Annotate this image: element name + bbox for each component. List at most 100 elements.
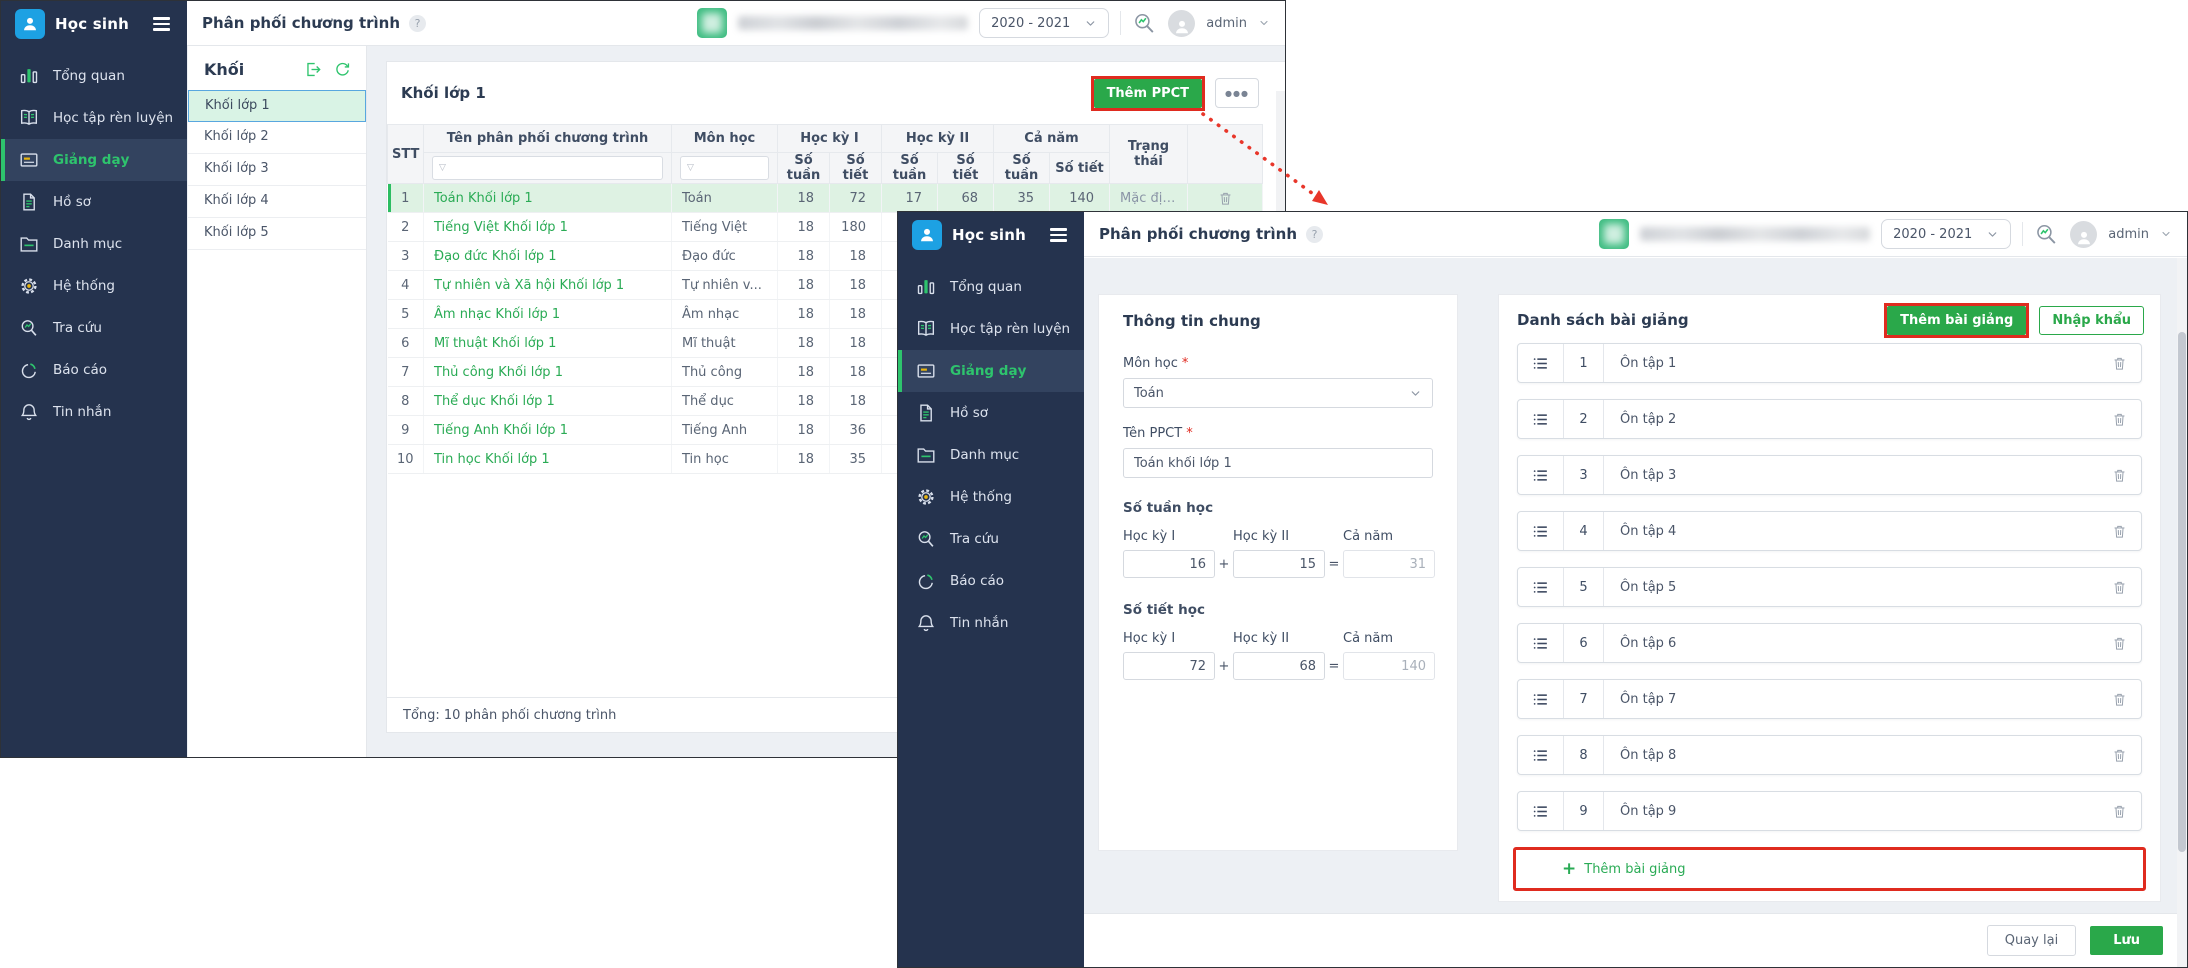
sidebar-item-ho-so[interactable]: Hồ sơ bbox=[1, 181, 187, 223]
ppct-link[interactable]: Mĩ thuật Khối lớp 1 bbox=[434, 335, 557, 351]
report-pie-icon bbox=[915, 570, 937, 592]
ppct-link[interactable]: Âm nhạc Khối lớp 1 bbox=[434, 306, 561, 322]
search-icon[interactable] bbox=[1132, 11, 1157, 36]
filter-funnel-icon[interactable]: ▽ bbox=[687, 162, 694, 173]
school-year-select[interactable]: 2020 - 2021 bbox=[979, 8, 1110, 38]
sidebar-item-tong-quan[interactable]: Tổng quan bbox=[898, 266, 1084, 308]
sidebar-item-danh-muc[interactable]: Danh mục bbox=[898, 434, 1084, 476]
sidebar-item-giang-day[interactable]: Giảng dạy bbox=[898, 350, 1084, 392]
delete-icon[interactable] bbox=[2111, 411, 2128, 428]
periods-sem1-input[interactable] bbox=[1123, 652, 1215, 680]
more-actions-button[interactable]: ●●● bbox=[1215, 78, 1259, 108]
save-button[interactable]: Lưu bbox=[2090, 926, 2163, 955]
sidebar-item-he-thong[interactable]: Hệ thống bbox=[1, 265, 187, 307]
drag-handle-icon[interactable] bbox=[1518, 512, 1564, 550]
grade-item-khoi-lop-2[interactable]: Khối lớp 2 bbox=[188, 122, 366, 154]
ppct-link[interactable]: Đạo đức Khối lớp 1 bbox=[434, 248, 557, 264]
name-filter: ▽ bbox=[432, 156, 663, 180]
avatar[interactable] bbox=[1168, 9, 1196, 37]
sidebar-item-tra-cuu[interactable]: Tra cứu bbox=[898, 518, 1084, 560]
subject-select[interactable]: Toán bbox=[1123, 378, 1433, 408]
sidebar-item-danh-muc[interactable]: Danh mục bbox=[1, 223, 187, 265]
search-icon[interactable] bbox=[2034, 222, 2059, 247]
ppct-link[interactable]: Thể dục Khối lớp 1 bbox=[434, 393, 555, 409]
sidebar-item-tong-quan[interactable]: Tổng quan bbox=[1, 55, 187, 97]
weeks-sem1-input[interactable] bbox=[1123, 550, 1215, 578]
avatar[interactable] bbox=[2070, 220, 2098, 248]
sidebar-item-he-thong[interactable]: Hệ thống bbox=[898, 476, 1084, 518]
add-ppct-button[interactable]: Thêm PPCT bbox=[1093, 78, 1203, 108]
help-icon[interactable]: ? bbox=[1306, 225, 1324, 243]
sidebar-item-tra-cuu[interactable]: Tra cứu bbox=[1, 307, 187, 349]
menu-icon[interactable] bbox=[1047, 225, 1070, 245]
help-icon[interactable]: ? bbox=[409, 14, 427, 32]
school-year-select[interactable]: 2020 - 2021 bbox=[1881, 219, 2012, 249]
add-lecture-row[interactable]: + Thêm bài giảng bbox=[1513, 847, 2146, 891]
grade-item-khoi-lop-4[interactable]: Khối lớp 4 bbox=[188, 186, 366, 218]
filter-funnel-icon[interactable]: ▽ bbox=[439, 162, 446, 173]
delete-icon[interactable] bbox=[2111, 635, 2128, 652]
ppct-link[interactable]: Tiếng Anh Khối lớp 1 bbox=[434, 422, 568, 438]
sidebar-item-giang-day[interactable]: Giảng dạy bbox=[1, 139, 187, 181]
sidebar-item-hoc-tap-ren-luyen[interactable]: Học tập rèn luyện bbox=[898, 308, 1084, 350]
refresh-icon[interactable] bbox=[333, 60, 352, 79]
school-name-blurred bbox=[738, 16, 969, 30]
delete-icon[interactable] bbox=[2111, 467, 2128, 484]
delete-icon[interactable] bbox=[2111, 691, 2128, 708]
menu-icon[interactable] bbox=[150, 14, 173, 34]
ppct-link[interactable]: Thủ công Khối lớp 1 bbox=[434, 364, 563, 380]
sidebar-item-hoc-tap-ren-luyen[interactable]: Học tập rèn luyện bbox=[1, 97, 187, 139]
sidebar: Học sinh Tổng quan Học tập rèn luyện Giả… bbox=[898, 212, 1084, 967]
sidebar-item-tin-nhan[interactable]: Tin nhắn bbox=[898, 602, 1084, 644]
delete-icon[interactable] bbox=[2111, 355, 2128, 372]
year-label: Cả năm bbox=[1343, 631, 1394, 646]
add-lecture-button[interactable]: Thêm bài giảng bbox=[1887, 305, 2027, 335]
delete-icon[interactable] bbox=[1217, 190, 1234, 207]
table-row[interactable]: 1 Toán Khối lớp 1 Toán 18 72 17 68 35 14… bbox=[387, 183, 1264, 213]
sidebar-item-tin-nhan[interactable]: Tin nhắn bbox=[1, 391, 187, 433]
back-button[interactable]: Quay lại bbox=[1986, 925, 2077, 956]
ppct-name-input[interactable] bbox=[1123, 448, 1433, 478]
user-menu-chevron-icon[interactable] bbox=[1258, 17, 1270, 29]
ppct-link[interactable]: Tiếng Việt Khối lớp 1 bbox=[434, 219, 568, 235]
export-icon[interactable] bbox=[304, 60, 323, 79]
scrollbar-track[interactable] bbox=[2177, 258, 2187, 967]
drag-handle-icon[interactable] bbox=[1518, 456, 1564, 494]
lookup-search-icon bbox=[18, 317, 40, 339]
name-filter-input[interactable] bbox=[450, 161, 656, 175]
grade-item-khoi-lop-5[interactable]: Khối lớp 5 bbox=[188, 218, 366, 250]
drag-handle-icon[interactable] bbox=[1518, 680, 1564, 718]
lecture-list-header: Danh sách bài giảng Thêm bài giảng Nhập … bbox=[1499, 295, 2160, 343]
sidebar-item-bao-cao[interactable]: Báo cáo bbox=[898, 560, 1084, 602]
delete-icon[interactable] bbox=[2111, 579, 2128, 596]
subject-filter-input[interactable] bbox=[698, 161, 762, 175]
sidebar-item-ho-so[interactable]: Hồ sơ bbox=[898, 392, 1084, 434]
ppct-link[interactable]: Toán Khối lớp 1 bbox=[434, 190, 533, 206]
grade-item-khoi-lop-1[interactable]: Khối lớp 1 bbox=[188, 90, 366, 122]
weeks-sem2-input[interactable] bbox=[1233, 550, 1325, 578]
delete-icon[interactable] bbox=[2111, 747, 2128, 764]
content-area: Thông tin chung Môn học * Toán Tên PPCT * … bbox=[1084, 258, 2187, 913]
drag-handle-icon[interactable] bbox=[1518, 400, 1564, 438]
ppct-link[interactable]: Tin học Khối lớp 1 bbox=[434, 451, 550, 467]
drag-handle-icon[interactable] bbox=[1518, 344, 1564, 382]
training-book-icon bbox=[915, 318, 937, 340]
drag-handle-icon[interactable] bbox=[1518, 736, 1564, 774]
delete-icon[interactable] bbox=[2111, 523, 2128, 540]
sidebar-item-label: Tổng quan bbox=[950, 279, 1022, 295]
sidebar-item-label: Danh mục bbox=[53, 236, 123, 252]
import-button[interactable]: Nhập khẩu bbox=[2039, 305, 2144, 335]
periods-sem2-input[interactable] bbox=[1233, 652, 1325, 680]
drag-handle-icon[interactable] bbox=[1518, 568, 1564, 606]
ppct-link[interactable]: Tự nhiên và Xã hội Khối lớp 1 bbox=[434, 277, 625, 293]
grade-item-khoi-lop-3[interactable]: Khối lớp 3 bbox=[188, 154, 366, 186]
drag-handle-icon[interactable] bbox=[1518, 624, 1564, 662]
drag-handle-icon[interactable] bbox=[1518, 792, 1564, 830]
delete-icon[interactable] bbox=[2111, 803, 2128, 820]
sidebar-item-label: Tin nhắn bbox=[53, 404, 112, 420]
lecture-item: 8 Ôn tập 8 bbox=[1517, 735, 2142, 775]
user-menu-chevron-icon[interactable] bbox=[2160, 228, 2172, 240]
sidebar-item-bao-cao[interactable]: Báo cáo bbox=[1, 349, 187, 391]
scrollbar-thumb[interactable] bbox=[2178, 332, 2186, 852]
